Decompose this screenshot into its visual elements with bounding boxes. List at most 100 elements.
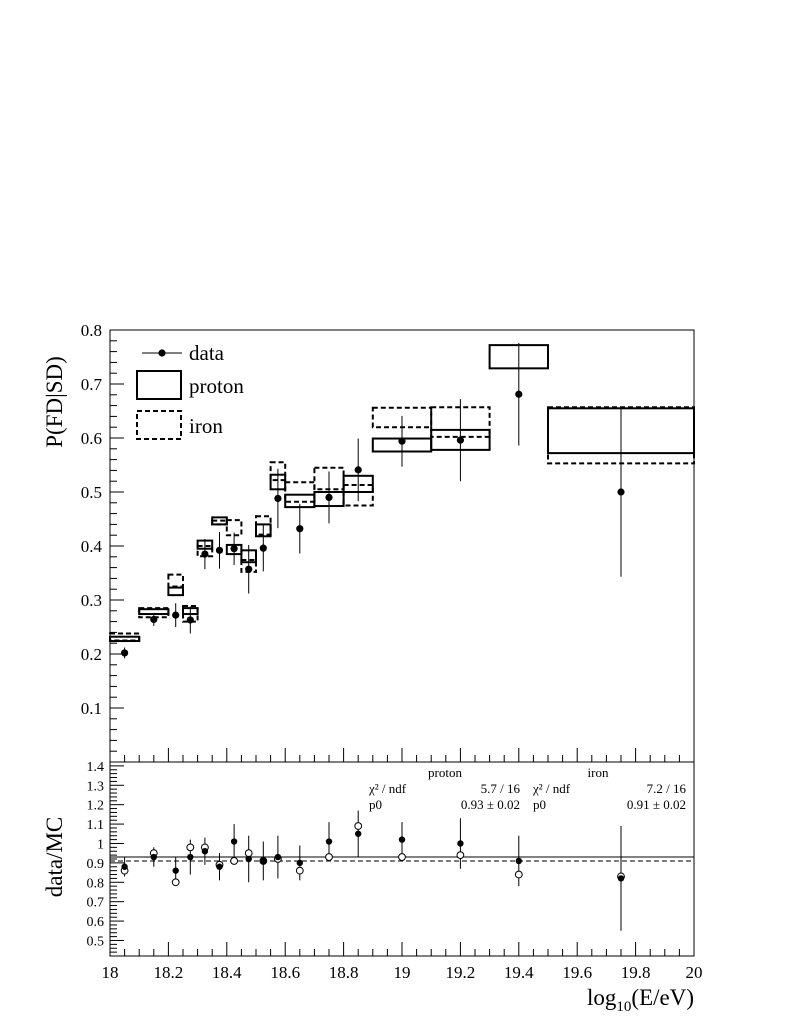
upper-y-axis-title: P(FD|SD): [42, 356, 67, 448]
iron-box: [225, 519, 243, 537]
upper-panel: 0.1 0.2 0.3 0.4 0.5 0.6 0.7 0.8 data proton iron: [81, 321, 695, 763]
data-point: [215, 546, 224, 554]
x-tick-label: 19.8: [621, 963, 651, 982]
ratio-y-tick-label: 0.5: [87, 934, 105, 949]
proton-ratio-point: [457, 840, 464, 847]
x-tick-label: 18.2: [154, 963, 184, 982]
data-point: [617, 488, 625, 496]
data-point: [150, 615, 158, 624]
fit-stats-title: proton: [428, 765, 462, 780]
upper-y-tick-label: 0.2: [81, 645, 102, 664]
data-point: [230, 545, 238, 553]
x-tick-label: 18.8: [329, 963, 359, 982]
iron-ratio-point: [186, 843, 195, 852]
proton-ratio-point: [515, 857, 522, 865]
data-point: [456, 436, 464, 444]
proton-ratio-point: [172, 867, 179, 874]
data-point: [121, 649, 129, 657]
ratio-y-tick-label: 1.2: [87, 799, 105, 814]
upper-y-tick-label: 0.8: [81, 321, 102, 340]
iron-ratio-point: [354, 822, 363, 830]
x-tick-label: 18.4: [212, 963, 242, 982]
data-point: [296, 525, 304, 533]
upper-y-tick-label: 0.5: [81, 483, 102, 502]
data-point: [245, 565, 253, 573]
fit-stats-proton: proton χ² / ndf 5.7 / 16 p0 0.93 ± 0.02: [368, 765, 520, 812]
iron-box: [284, 481, 316, 503]
iron-box: [167, 573, 184, 588]
proton-ratio-point: [274, 853, 282, 861]
ratio-panel: 0.5 0.6 0.7 0.8 0.9 1 1.1 1.2 1.3 1.4 18 18.2 18.4 18…: [87, 760, 703, 982]
legend-data-marker: [158, 349, 166, 357]
chi2-label: χ² / ndf: [368, 781, 407, 796]
legend-label-iron: iron: [189, 414, 223, 438]
data-point: [172, 611, 180, 619]
data-point: [398, 437, 406, 445]
ratio-y-axis-title: data/MC: [42, 817, 67, 898]
proton-box: [211, 516, 228, 526]
proton-ratio-point: [201, 848, 209, 855]
upper-y-tick-label: 0.4: [81, 537, 103, 556]
data-point: [186, 616, 194, 624]
ratio-y-tick-label: 1.1: [87, 818, 105, 833]
iron-ratio-point: [230, 857, 239, 865]
chi2-label: χ² / ndf: [532, 781, 571, 796]
data-point: [515, 390, 523, 398]
ratio-y-tick-label: 0.8: [87, 876, 105, 891]
p0-label: p0: [533, 797, 546, 812]
proton-ratio-point: [245, 855, 252, 863]
iron-ratio-point: [456, 851, 465, 860]
legend-proton-swatch: [136, 370, 182, 400]
iron-ratio-point: [325, 853, 333, 861]
proton-ratio-point: [398, 836, 406, 843]
ratio-y-tick-label: 1.4: [87, 760, 105, 775]
x-tick-label: 20: [686, 963, 703, 982]
iron-ratio-point: [514, 870, 523, 879]
legend-iron-swatch: [136, 410, 182, 440]
proton-ratio-point: [296, 859, 303, 867]
ratio-y-tick-label: 1: [97, 837, 104, 852]
data-point: [259, 544, 267, 552]
x-tick-label: 18.6: [270, 963, 300, 982]
ratio-y-tick-label: 0.6: [87, 915, 105, 930]
iron-ratio-point: [295, 866, 304, 875]
x-axis-title: log10(E/eV): [587, 985, 694, 1015]
x-tick-label: 19.2: [446, 963, 476, 982]
proton-ratio-point: [325, 838, 333, 845]
chi2-value: 7.2 / 16: [647, 781, 687, 796]
legend: data proton iron: [136, 341, 244, 440]
proton-ratio-point: [355, 830, 362, 837]
ratio-y-tick-label: 0.7: [87, 896, 105, 911]
data-point: [325, 493, 333, 501]
upper-y-tick-label: 0.7: [81, 375, 103, 394]
x-tick-label: 19.4: [504, 963, 534, 982]
proton-box: [167, 586, 184, 597]
proton-ratio-point: [230, 838, 238, 845]
proton-ratio-point: [260, 857, 267, 865]
fit-stats-iron: iron χ² / ndf 7.2 / 16 p0 0.91 ± 0.02: [532, 765, 686, 812]
iron-box: [430, 406, 491, 438]
proton-box: [109, 635, 141, 643]
proton-ratio-point: [617, 875, 625, 882]
legend-label-data: data: [189, 341, 225, 365]
upper-y-tick-label: 0.3: [81, 591, 102, 610]
proton-ratio-point: [121, 863, 128, 870]
data-point: [354, 466, 362, 474]
proton-ratio-point: [187, 853, 194, 861]
upper-y-tick-label: 0.1: [81, 699, 102, 718]
p0-value: 0.91 ± 0.02: [627, 797, 686, 812]
ratio-y-tick-label: 1.3: [87, 779, 105, 794]
fit-stats-title: iron: [588, 765, 609, 780]
x-tick-label: 18: [102, 963, 119, 982]
ratio-y-tick-label: 0.9: [87, 857, 105, 872]
data-point: [201, 550, 209, 558]
x-tick-label: 19.6: [562, 963, 592, 982]
legend-label-proton: proton: [189, 374, 244, 398]
chi2-value: 5.7 / 16: [481, 781, 521, 796]
iron-ratio-point: [171, 878, 180, 887]
p0-label: p0: [369, 797, 382, 812]
iron-ratio-point: [398, 853, 406, 861]
data-point: [274, 494, 282, 503]
proton-ratio-point: [216, 863, 223, 870]
